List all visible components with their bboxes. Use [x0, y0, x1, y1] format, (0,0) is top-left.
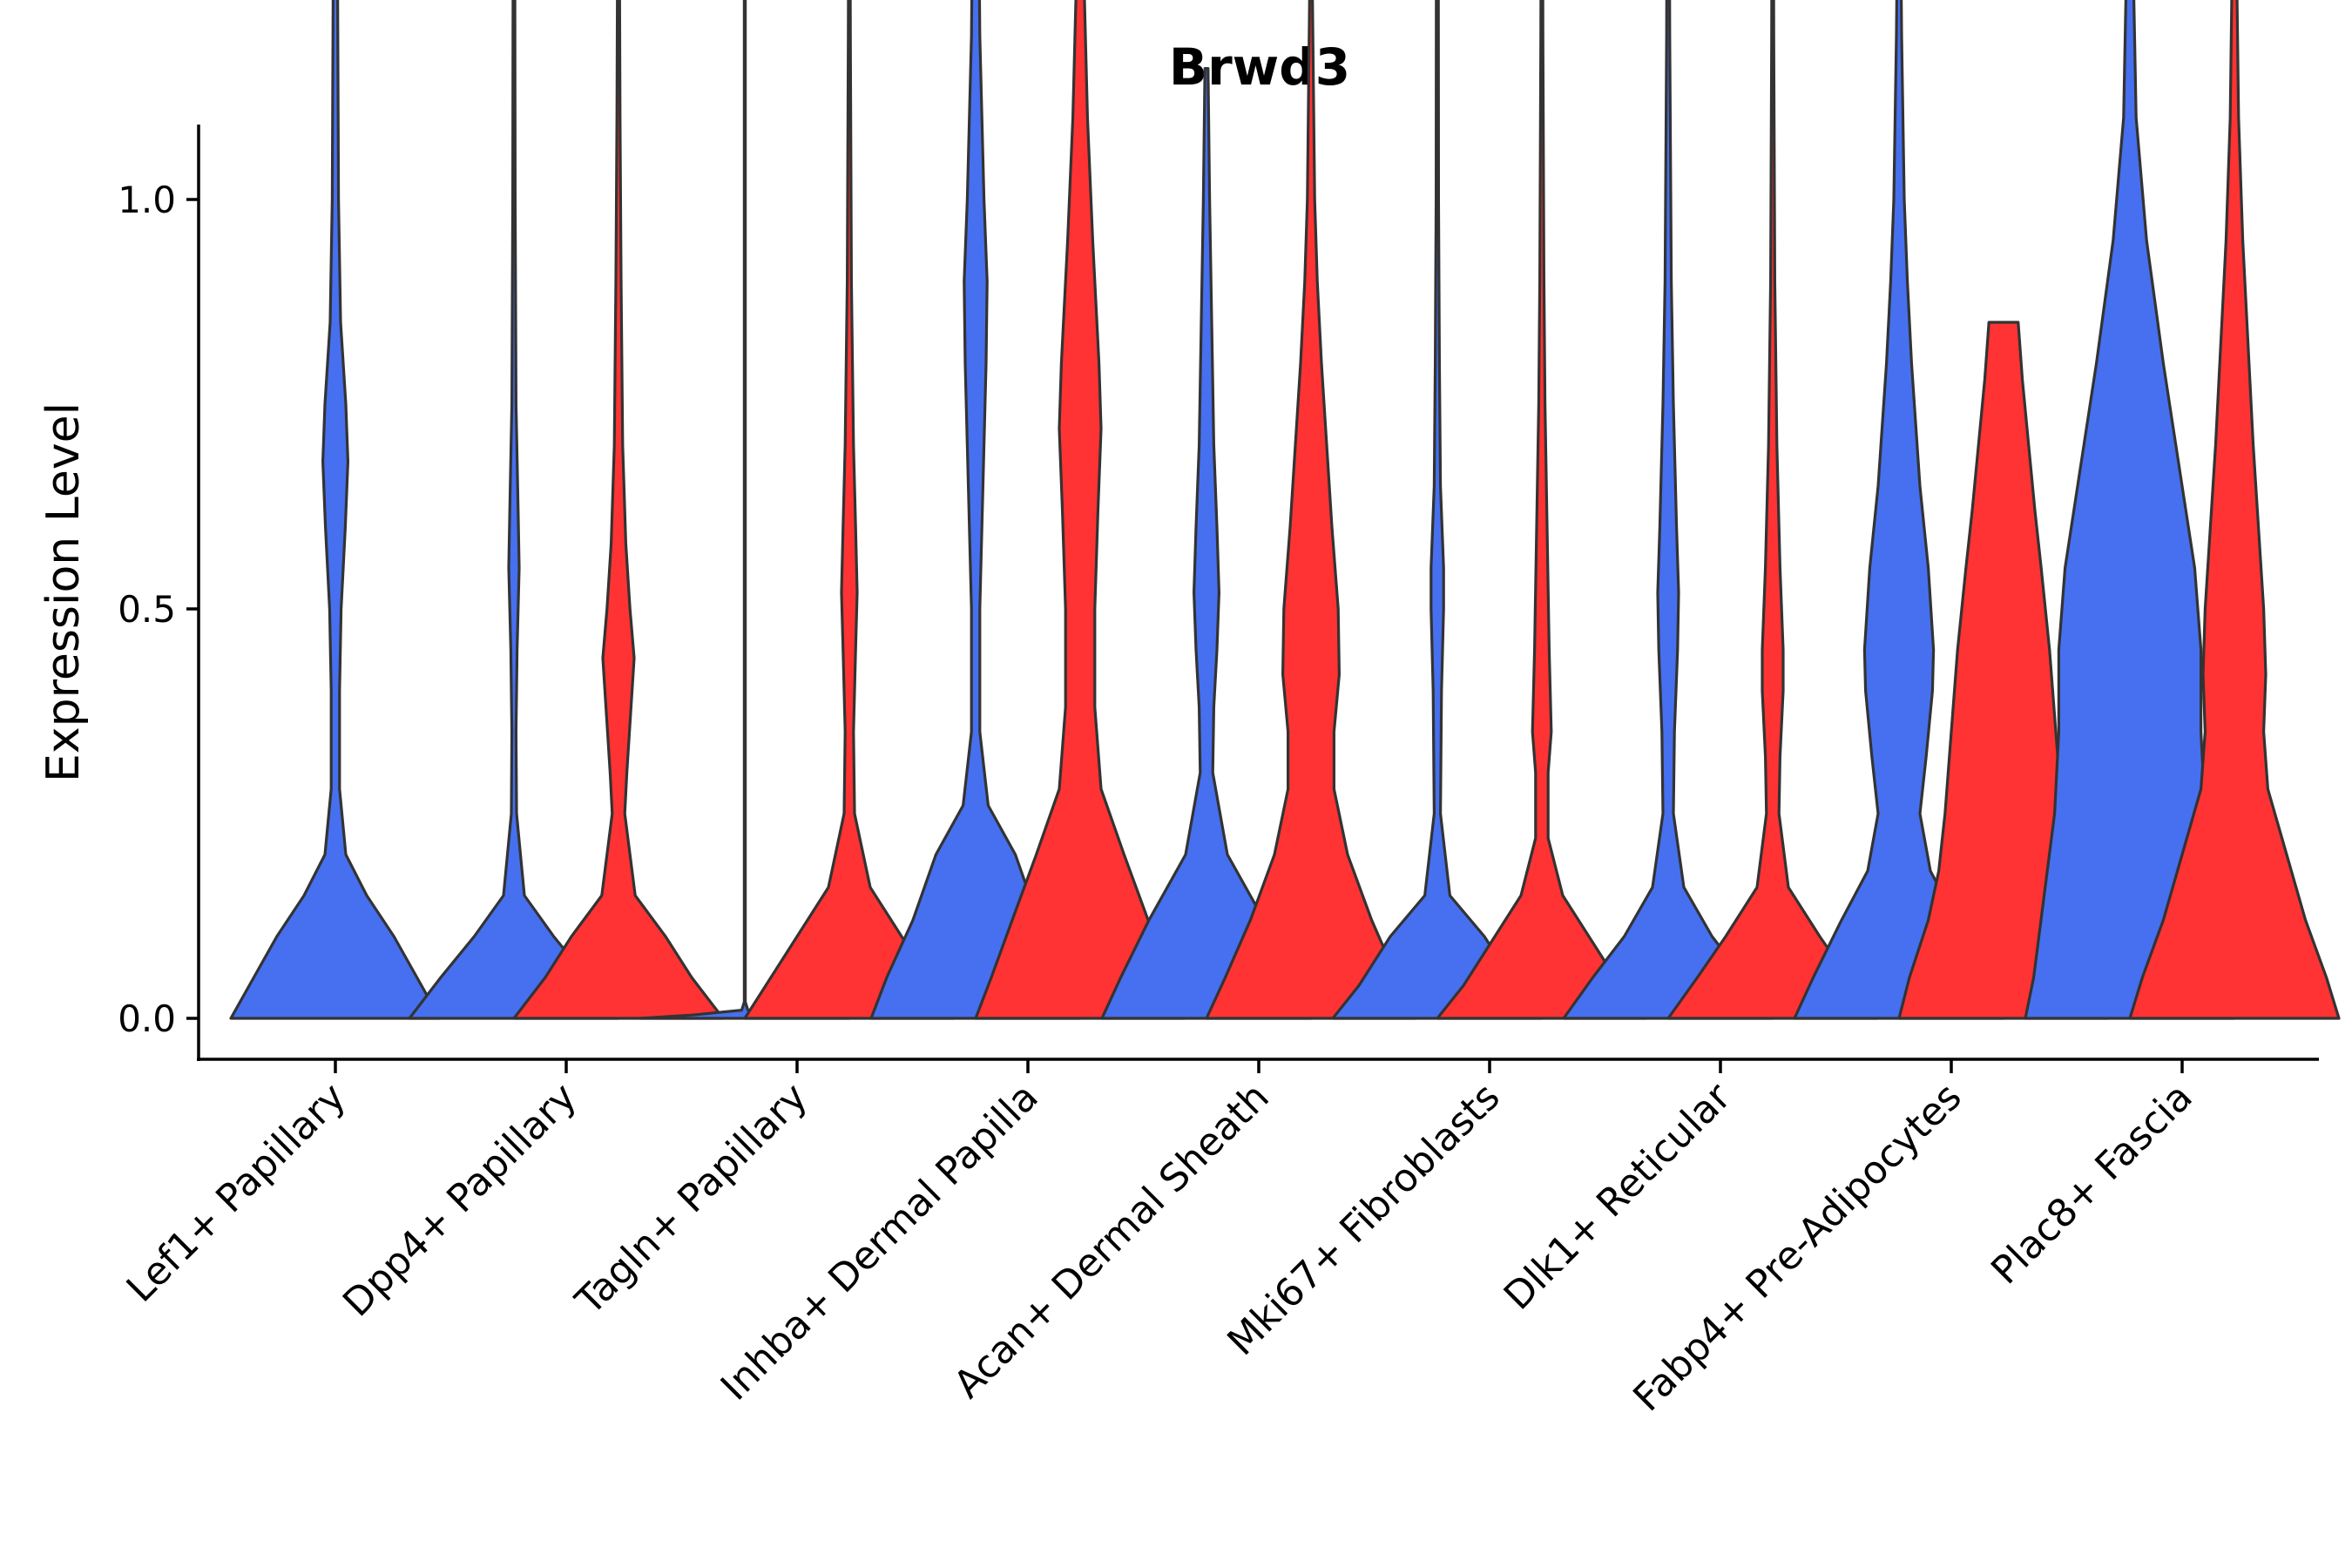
violin-group1: [1100, 67, 1313, 1020]
x-tick-label: Plac8+ Fascia: [1983, 1075, 2201, 1294]
violin-group1: [869, 0, 1082, 1020]
violin-group1: [229, 0, 442, 1020]
violin-group2: [743, 0, 956, 1020]
x-tick-label: Dpp4+ Papillary: [335, 1075, 585, 1326]
y-tick-label: 1.0: [118, 179, 176, 221]
violin-group1: [408, 0, 620, 1020]
violin-group2: [2128, 0, 2341, 1020]
x-tick-label: Lef1+ Papillary: [118, 1075, 355, 1311]
violins-layer: [229, 0, 2341, 1020]
y-axis-label: Expression Level: [37, 402, 90, 782]
violin-group2: [1436, 0, 1648, 1020]
violin-group1: [1793, 0, 2005, 1020]
x-tick-label: Dlk1+ Reticular: [1496, 1074, 1740, 1319]
violin-group2: [512, 0, 725, 1020]
violin-group1: [639, 0, 851, 1020]
y-ticks: 0.00.51.01.52.0: [118, 179, 199, 1040]
x-tick-label: Tagln+ Papillary: [567, 1075, 816, 1324]
violin-group2: [1666, 0, 1879, 1020]
violin-group2: [974, 0, 1186, 1020]
chart-title: Brwd3: [1169, 37, 1350, 97]
violin-group2: [1205, 0, 1417, 1020]
violin-group1: [1331, 0, 1544, 1020]
y-tick-label: 0.0: [118, 997, 176, 1040]
violin-group1: [2024, 0, 2236, 1020]
y-tick-label: 0.5: [118, 588, 176, 631]
violin-group1: [1562, 0, 1774, 1020]
